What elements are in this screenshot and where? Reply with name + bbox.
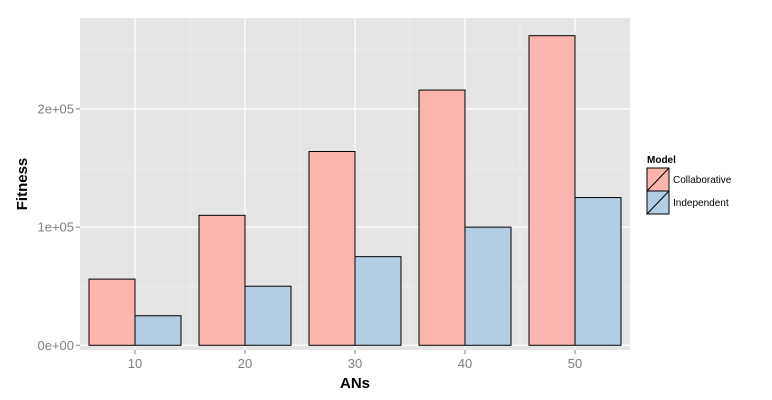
x-tick-label: 10 bbox=[128, 356, 142, 371]
x-tick-label: 40 bbox=[458, 356, 472, 371]
bar-independent-40 bbox=[464, 226, 512, 346]
bars bbox=[88, 35, 622, 346]
bar-collaborative-50 bbox=[528, 35, 576, 346]
legend-item-collaborative: Collaborative bbox=[646, 167, 732, 192]
bar-independent-20 bbox=[244, 285, 292, 346]
legend-item-independent: Independent bbox=[646, 190, 729, 215]
y-tick-label: 1e+05 bbox=[37, 220, 74, 235]
y-tick-label: 0e+00 bbox=[37, 338, 74, 353]
x-axis-title: ANs bbox=[340, 375, 370, 392]
bar-independent-10 bbox=[134, 315, 182, 346]
x-tick-label: 30 bbox=[348, 356, 362, 371]
x-tick-label: 20 bbox=[238, 356, 252, 371]
legend-key-slash bbox=[646, 167, 670, 192]
bar-independent-30 bbox=[354, 256, 402, 346]
legend-items: Collaborative Independent bbox=[646, 167, 732, 215]
bar-independent-50 bbox=[574, 197, 622, 346]
bar-collaborative-20 bbox=[198, 214, 246, 346]
legend-key-slash bbox=[646, 190, 670, 215]
bar-collaborative-10 bbox=[88, 278, 136, 346]
y-tick-label: 2e+05 bbox=[37, 101, 74, 116]
legend: Model Collaborative Independent bbox=[646, 155, 732, 215]
x-tick-label: 50 bbox=[568, 356, 582, 371]
legend-label: Collaborative bbox=[673, 175, 732, 186]
x-axis-ticks: 10 20 30 40 50 bbox=[128, 350, 582, 371]
legend-label: Independent bbox=[673, 198, 729, 209]
y-axis-title: Fitness bbox=[14, 158, 31, 211]
bar-collaborative-30 bbox=[308, 151, 356, 346]
bar-collaborative-40 bbox=[418, 89, 466, 346]
legend-title: Model bbox=[647, 155, 676, 166]
y-axis-ticks: 0e+00 1e+05 2e+05 bbox=[37, 101, 80, 353]
